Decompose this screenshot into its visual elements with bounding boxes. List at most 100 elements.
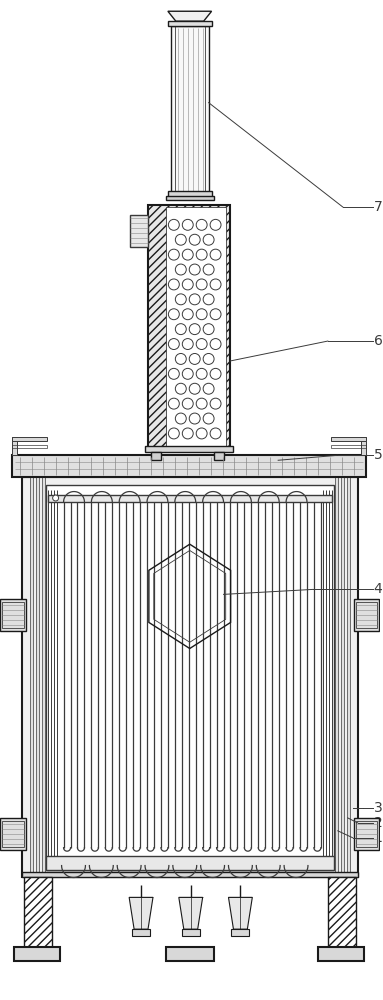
- Bar: [166, 947, 214, 961]
- Bar: [328, 877, 356, 947]
- Bar: [182, 929, 200, 936]
- Bar: [166, 207, 226, 448]
- Circle shape: [189, 264, 200, 275]
- Circle shape: [203, 353, 214, 364]
- Circle shape: [210, 339, 221, 349]
- Bar: [347, 477, 350, 877]
- Bar: [2, 602, 24, 628]
- Circle shape: [169, 219, 179, 230]
- Text: 7: 7: [373, 200, 382, 214]
- Text: 3: 3: [373, 801, 382, 815]
- Bar: [12, 437, 17, 455]
- Circle shape: [189, 234, 200, 245]
- Circle shape: [210, 398, 221, 409]
- Circle shape: [182, 428, 193, 439]
- Bar: [22, 872, 358, 877]
- Circle shape: [182, 368, 193, 379]
- Text: 4: 4: [373, 582, 382, 596]
- Bar: [356, 821, 378, 847]
- Bar: [145, 446, 234, 452]
- Circle shape: [210, 309, 221, 320]
- Bar: [47, 495, 332, 502]
- Circle shape: [203, 234, 214, 245]
- Circle shape: [196, 398, 207, 409]
- Circle shape: [169, 339, 179, 349]
- Bar: [0, 599, 26, 631]
- Circle shape: [182, 219, 193, 230]
- Circle shape: [182, 309, 193, 320]
- Bar: [318, 947, 363, 961]
- Bar: [132, 929, 150, 936]
- Bar: [214, 452, 224, 460]
- Polygon shape: [129, 897, 153, 929]
- Circle shape: [210, 279, 221, 290]
- Bar: [151, 452, 161, 460]
- Circle shape: [175, 413, 186, 424]
- Circle shape: [169, 428, 179, 439]
- Circle shape: [210, 219, 221, 230]
- Circle shape: [196, 219, 207, 230]
- Bar: [12, 437, 47, 441]
- Bar: [22, 477, 358, 877]
- Circle shape: [52, 495, 59, 501]
- Circle shape: [189, 413, 200, 424]
- Bar: [335, 477, 338, 877]
- Circle shape: [169, 398, 179, 409]
- Bar: [175, 26, 205, 197]
- Text: 2: 2: [373, 816, 382, 830]
- Circle shape: [182, 279, 193, 290]
- Bar: [24, 877, 52, 947]
- Bar: [130, 215, 148, 247]
- Bar: [14, 947, 60, 961]
- Bar: [36, 477, 39, 877]
- Circle shape: [175, 324, 186, 335]
- Text: 1: 1: [373, 831, 382, 845]
- Circle shape: [189, 324, 200, 335]
- Circle shape: [169, 368, 179, 379]
- Bar: [12, 455, 365, 477]
- Circle shape: [210, 368, 221, 379]
- Circle shape: [210, 428, 221, 439]
- Bar: [356, 602, 378, 628]
- Circle shape: [182, 249, 193, 260]
- Bar: [166, 196, 214, 200]
- Bar: [42, 477, 45, 877]
- Circle shape: [169, 279, 179, 290]
- Bar: [231, 929, 249, 936]
- Circle shape: [175, 294, 186, 305]
- Bar: [331, 437, 365, 441]
- Circle shape: [196, 309, 207, 320]
- Polygon shape: [179, 897, 203, 929]
- Bar: [331, 445, 365, 448]
- Circle shape: [182, 398, 193, 409]
- Circle shape: [175, 383, 186, 394]
- Bar: [354, 818, 380, 850]
- Circle shape: [175, 264, 186, 275]
- Bar: [12, 445, 47, 448]
- Circle shape: [210, 249, 221, 260]
- Bar: [341, 477, 344, 877]
- Bar: [361, 437, 365, 455]
- Circle shape: [196, 249, 207, 260]
- Bar: [168, 191, 211, 199]
- Circle shape: [203, 294, 214, 305]
- Circle shape: [196, 368, 207, 379]
- Bar: [46, 856, 334, 870]
- Polygon shape: [229, 897, 252, 929]
- Bar: [168, 21, 211, 26]
- Circle shape: [169, 309, 179, 320]
- Circle shape: [189, 383, 200, 394]
- Circle shape: [203, 383, 214, 394]
- Bar: [354, 599, 380, 631]
- Text: 5: 5: [373, 448, 382, 462]
- Text: 6: 6: [373, 334, 382, 348]
- Circle shape: [196, 339, 207, 349]
- Circle shape: [203, 264, 214, 275]
- Circle shape: [182, 339, 193, 349]
- Circle shape: [169, 249, 179, 260]
- Circle shape: [175, 234, 186, 245]
- Bar: [46, 485, 334, 870]
- Polygon shape: [168, 11, 211, 21]
- Circle shape: [196, 279, 207, 290]
- Circle shape: [175, 353, 186, 364]
